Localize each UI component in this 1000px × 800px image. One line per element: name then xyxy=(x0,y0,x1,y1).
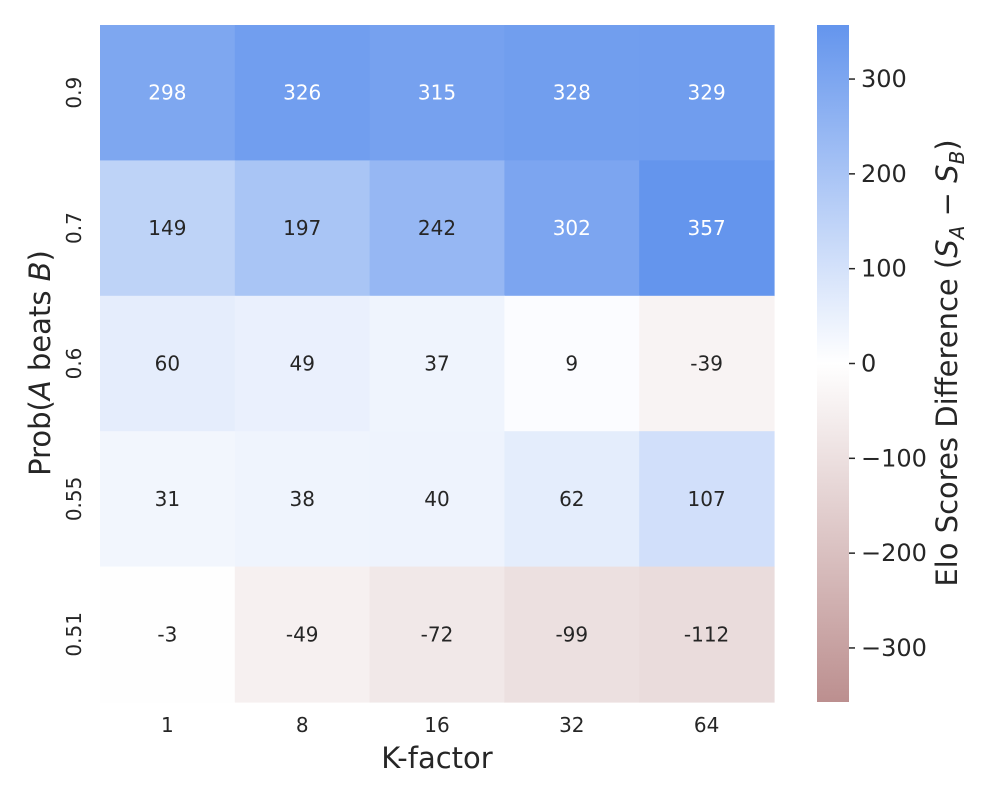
x-tick-label: 64 xyxy=(694,713,719,737)
colorbar-title-op: − xyxy=(930,183,964,226)
x-tick-label: 8 xyxy=(296,713,309,737)
heatmap-cell xyxy=(234,160,371,297)
colorbar-tick-label: 300 xyxy=(861,65,907,93)
heatmap-cell xyxy=(234,431,371,568)
heatmap-cell xyxy=(369,160,505,297)
cell-value-label: 315 xyxy=(418,81,456,105)
x-tick-labels: 1 8 16 32 64 xyxy=(161,713,719,737)
cell-value-label: 37 xyxy=(424,352,449,376)
heatmap-cell xyxy=(234,295,371,432)
y-tick-label: 0.7 xyxy=(62,212,86,244)
cell-value-label: 357 xyxy=(688,216,726,240)
colorbar-tick-label: 0 xyxy=(861,350,876,378)
heatmap-cell xyxy=(504,431,640,568)
y-axis-title-suffix: ) xyxy=(23,250,57,261)
heatmap-cell xyxy=(234,25,371,161)
colorbar-title: Elo Scores Difference (SA − SB) xyxy=(930,139,969,586)
cell-value-label: 326 xyxy=(283,81,321,105)
heatmap-cell xyxy=(639,566,775,703)
y-axis-title-prefix: Prob( xyxy=(23,400,57,476)
heatmap-cells: 298 326 315 328 329 149 197 242 302 357 60 49 37 9 -39… xyxy=(100,25,775,703)
x-axis-title: K-factor xyxy=(381,741,492,775)
x-tick-label: 1 xyxy=(161,713,174,737)
cell-value-label: 107 xyxy=(688,487,726,511)
colorbar-tick-label: −100 xyxy=(861,444,927,472)
cell-value-label: -72 xyxy=(421,622,454,646)
heatmap-cell xyxy=(100,25,236,161)
y-tick-labels: 0.9 0.7 0.6 0.55 0.51 xyxy=(62,77,86,657)
x-tick-label: 32 xyxy=(559,713,584,737)
heatmap-cell xyxy=(369,295,505,432)
heatmap-cell xyxy=(100,566,236,703)
y-axis-title-middle: beats xyxy=(23,281,57,380)
colorbar-title-s1-sub: A xyxy=(945,226,969,242)
cell-value-label: -99 xyxy=(555,622,588,646)
cell-value-label: -3 xyxy=(157,622,177,646)
heatmap-cell xyxy=(504,295,640,432)
colorbar-tick-label: −200 xyxy=(861,539,927,567)
heatmap-cell xyxy=(369,566,505,703)
heatmap-cell xyxy=(639,160,775,297)
cell-value-label: 60 xyxy=(155,352,180,376)
heatmap-cell xyxy=(100,160,236,297)
y-axis-title-var-a: A xyxy=(23,380,57,402)
heatmap-cell xyxy=(100,431,236,568)
heatmap-cell xyxy=(369,25,505,161)
heatmap-cell xyxy=(504,160,640,297)
cell-value-label: -112 xyxy=(684,622,729,646)
cell-value-label: 62 xyxy=(559,487,584,511)
colorbar-title-suffix: ) xyxy=(930,139,964,150)
cell-value-label: 49 xyxy=(289,352,314,376)
y-tick-label: 0.6 xyxy=(62,348,86,380)
y-tick-label: 0.51 xyxy=(62,612,86,657)
heatmap-cell xyxy=(369,431,505,568)
heatmap-cell xyxy=(504,25,640,161)
heatmap-cell xyxy=(639,25,775,161)
cell-value-label: -39 xyxy=(690,352,723,376)
cell-value-label: -49 xyxy=(286,622,319,646)
cell-value-label: 242 xyxy=(418,216,456,240)
cell-value-label: 40 xyxy=(424,487,449,511)
cell-value-label: 149 xyxy=(148,216,186,240)
y-axis-title: Prob(A beats B) xyxy=(23,250,57,476)
colorbar-ticks: 300 200 100 0 −100 −200 −300 xyxy=(849,65,927,662)
colorbar-title-s2-sub: B xyxy=(945,151,969,165)
heatmap-cell xyxy=(100,295,236,432)
heatmap-cell xyxy=(234,566,371,703)
cell-value-label: 298 xyxy=(148,81,186,105)
heatmap-cell xyxy=(639,295,775,432)
cell-value-label: 197 xyxy=(283,216,321,240)
colorbar-title-prefix: Elo Scores Difference ( xyxy=(930,258,964,587)
colorbar-title-s2: S xyxy=(930,164,964,182)
y-axis-title-var-b: B xyxy=(23,261,57,281)
cell-value-label: 38 xyxy=(289,487,314,511)
cell-value-label: 329 xyxy=(688,81,726,105)
colorbar-tick-label: 200 xyxy=(861,160,907,188)
cell-value-label: 9 xyxy=(565,352,578,376)
y-tick-label: 0.55 xyxy=(62,477,86,522)
y-tick-label: 0.9 xyxy=(62,77,86,109)
cell-value-label: 302 xyxy=(553,216,591,240)
colorbar xyxy=(817,25,849,702)
x-tick-label: 16 xyxy=(424,713,449,737)
colorbar-tick-label: −300 xyxy=(861,634,927,662)
cell-value-label: 31 xyxy=(155,487,180,511)
heatmap-cell xyxy=(639,431,775,568)
cell-value-label: 328 xyxy=(553,81,591,105)
colorbar-title-s1: S xyxy=(930,239,964,257)
colorbar-tick-label: 100 xyxy=(861,255,907,283)
heatmap-cell xyxy=(504,566,640,703)
